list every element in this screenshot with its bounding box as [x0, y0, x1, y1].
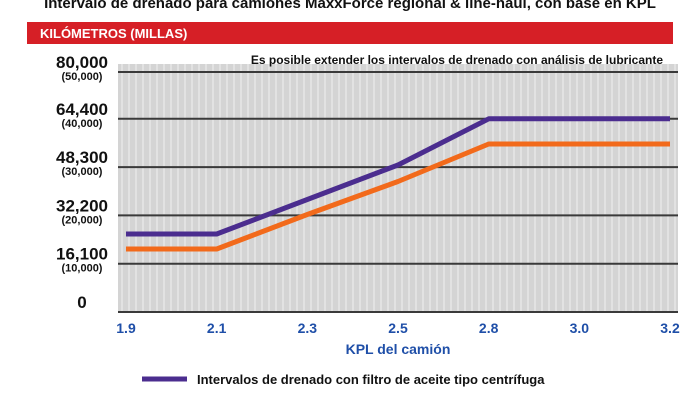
chart-note: Es posible extender los intervalos de dr…	[251, 53, 663, 67]
x-tick-label: 2.1	[207, 320, 227, 336]
x-tick-label: 2.8	[479, 320, 499, 336]
x-axis-ticks: 1.9 2.1 2.3 2.5 2.8 3.0 3.2	[116, 320, 680, 336]
x-axis-label: KPL del camión	[346, 341, 451, 357]
units-band-label: KILÓMETROS (MILLAS)	[40, 26, 187, 41]
y-tick-label: 64,400	[56, 100, 108, 119]
y-tick-label: 80,000	[56, 53, 108, 72]
y-tick-sublabel: (40,000)	[62, 118, 103, 130]
y-tick-sublabel: (50,000)	[62, 71, 103, 83]
legend: Intervalos de drenado con filtro de acei…	[142, 372, 545, 400]
series-line-2	[126, 141, 670, 252]
x-tick-label: 3.2	[660, 320, 680, 336]
chart-title: Intervalo de drenado para camiones MaxxF…	[44, 0, 656, 12]
series-lines	[126, 116, 670, 252]
y-tick-label: 48,300	[56, 148, 108, 167]
y-tick-label: 0	[77, 293, 86, 312]
y-tick-sublabel: (20,000)	[62, 214, 103, 226]
x-tick-label: 2.5	[388, 320, 408, 336]
gridlines	[118, 64, 678, 313]
y-tick-label: 32,200	[56, 196, 108, 215]
units-band	[27, 22, 673, 44]
y-tick-sublabel: (30,000)	[62, 166, 103, 178]
legend-label: Intervalos de drenado con filtro de acei…	[197, 372, 545, 387]
x-tick-label: 3.0	[570, 320, 590, 336]
series-line-1	[126, 116, 670, 237]
legend-label: Intervalos de drenado sin filtro de acei…	[197, 398, 541, 400]
y-axis-ticks: 0 16,100(10,000) 32,200(20,000) 48,300(30,0…	[56, 53, 108, 312]
x-tick-label: 1.9	[116, 320, 136, 336]
y-tick-sublabel: (10,000)	[62, 263, 103, 275]
x-tick-label: 2.3	[298, 320, 318, 336]
y-tick-label: 16,100	[56, 245, 108, 264]
plot-area	[118, 64, 678, 312]
